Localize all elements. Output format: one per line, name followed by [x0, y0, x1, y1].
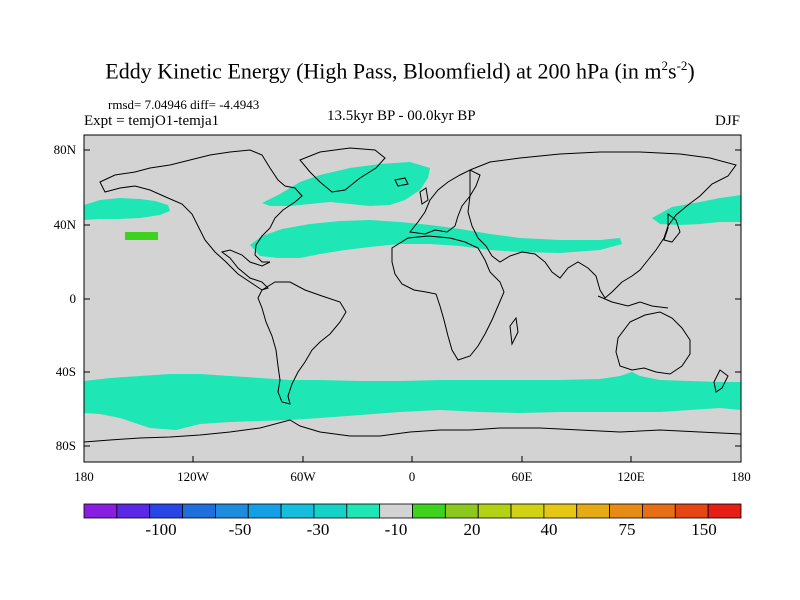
stats-text: rmsd= 7.04946 diff= -4.4943	[108, 97, 260, 112]
anomaly-region-north-atlantic	[262, 162, 430, 206]
lon-tick-180w: 180	[74, 469, 94, 484]
anomaly-region-southern-ocean	[84, 372, 741, 430]
lat-tick-80n: 80N	[53, 142, 76, 157]
coastline-greenland	[299, 147, 386, 193]
lat-tick-40s: 40S	[55, 364, 76, 379]
coastline-iceland	[394, 177, 409, 187]
season-label: DJF	[714, 113, 740, 129]
colorbar-label: 40	[540, 520, 558, 539]
coastline-africa	[391, 235, 505, 361]
colorbar-swatch	[182, 503, 216, 519]
coastline-new-zealand	[713, 369, 729, 393]
colorbar-swatch	[379, 503, 413, 519]
lon-tick-120e: 120E	[617, 469, 645, 484]
colorbar-swatch	[83, 503, 118, 519]
colorbar-label: -100	[145, 520, 177, 539]
lon-tick-120w: 120W	[177, 469, 209, 484]
coastline-europe	[409, 169, 481, 235]
lon-tick-60e: 60E	[511, 469, 533, 484]
colorbar-label: -50	[228, 520, 252, 539]
coastline-indonesia	[597, 295, 669, 309]
anomaly-region-central-pacific	[125, 232, 158, 240]
colorbar-swatch	[707, 503, 742, 519]
lon-tick-180e: 180	[731, 469, 751, 484]
colorbar-swatch	[313, 503, 348, 519]
coastline-south-america	[257, 281, 347, 405]
lon-tick-60w: 60W	[290, 469, 316, 484]
coastline-north-america	[99, 149, 303, 291]
colorbar-swatch	[280, 503, 315, 519]
colorbar	[83, 503, 742, 519]
colorbar-swatch	[609, 503, 643, 519]
anomaly-region-subtropical-jet	[250, 220, 622, 258]
colorbar-swatch	[444, 503, 479, 519]
coastline-antarctica	[84, 419, 741, 443]
colorbar-swatch	[543, 503, 578, 519]
lat-tick-40n: 40N	[53, 217, 76, 232]
colorbar-label: 20	[463, 520, 481, 539]
plot-title: Eddy Kinetic Energy (High Pass, Bloomfie…	[105, 58, 695, 84]
colorbar-label: 150	[691, 520, 717, 539]
colorbar-swatch	[674, 503, 709, 519]
anomaly-fields	[84, 147, 741, 443]
anomaly-region-north-pacific	[84, 198, 170, 220]
coastline-madagascar	[509, 316, 519, 346]
lat-tick-0: 0	[69, 291, 77, 306]
colorbar-swatch	[510, 503, 545, 519]
coastline-australia	[615, 311, 691, 375]
coastline-asia	[467, 151, 737, 299]
colorbar-swatch	[116, 503, 151, 519]
colorbar-swatch	[247, 503, 282, 519]
period-label: 13.5kyr BP - 00.0kyr BP	[327, 108, 476, 124]
colorbar-label: -10	[384, 520, 408, 539]
axis-ticks	[83, 149, 742, 462]
colorbar-swatch	[412, 503, 446, 519]
colorbar-label: 75	[618, 520, 636, 539]
colorbar-swatch	[477, 503, 512, 519]
coastline-uk	[419, 187, 429, 205]
colorbar-swatch	[642, 503, 676, 519]
colorbar-label: -30	[306, 520, 330, 539]
colorbar-swatch	[346, 503, 381, 519]
lon-tick-0: 0	[408, 469, 416, 484]
colorbar-swatch	[214, 503, 249, 519]
colorbar-swatch	[576, 503, 610, 519]
lat-tick-80s: 80S	[55, 438, 76, 453]
colorbar-swatch	[149, 503, 183, 519]
coastline-japan	[663, 213, 681, 243]
coastlines	[84, 147, 741, 443]
experiment-label: Expt = temjO1-temja1	[84, 113, 220, 129]
